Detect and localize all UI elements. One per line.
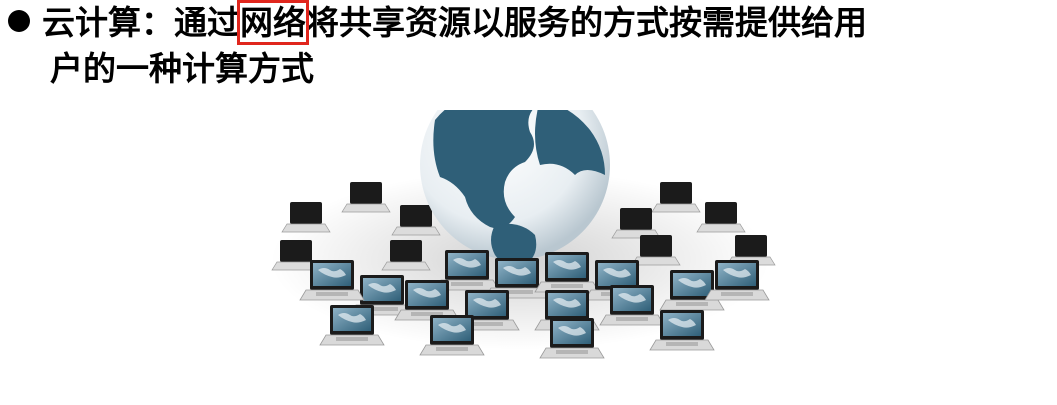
globe-with-laptops-icon bbox=[270, 110, 776, 359]
definition-part-1: 云计算：通过 bbox=[42, 3, 240, 42]
definition-part-2: 将共享资源以服务的方式按需提供给用 bbox=[306, 3, 867, 42]
definition-line-2: 户的一种计算方式 bbox=[50, 49, 314, 88]
highlighted-term: 网络 bbox=[237, 0, 309, 45]
definition-line-1: 云计算：通过网络将共享资源以服务的方式按需提供给用 bbox=[8, 0, 1048, 46]
bullet-dot-icon bbox=[8, 10, 30, 32]
definition-bullet: 云计算：通过网络将共享资源以服务的方式按需提供给用 户的一种计算方式 bbox=[8, 0, 1048, 92]
